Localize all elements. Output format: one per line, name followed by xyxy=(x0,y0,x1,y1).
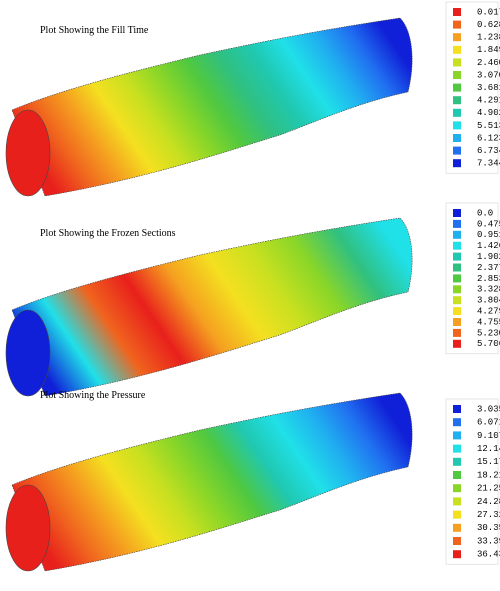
part-body xyxy=(11,17,413,197)
legend-label: 5.230 xyxy=(477,328,500,338)
part-body xyxy=(11,392,413,572)
legend-swatch xyxy=(453,146,461,155)
legend-swatch xyxy=(453,405,461,413)
legend-swatch xyxy=(453,33,461,42)
legend-swatch xyxy=(453,431,461,440)
legend-label: 4.279 xyxy=(477,306,500,316)
legend-swatch xyxy=(453,96,461,105)
legend-swatch xyxy=(453,230,461,239)
legend-label: 9.107 xyxy=(477,431,500,441)
legend-label: 33.394 xyxy=(477,536,500,546)
legend-label: 21.251 xyxy=(477,484,500,494)
legend-label: 36.430 xyxy=(477,550,500,560)
legend-swatch xyxy=(453,8,461,16)
part-body xyxy=(11,217,413,397)
legend-label: 18.215 xyxy=(477,470,500,480)
legend-frame xyxy=(445,1,499,174)
legend-swatch xyxy=(453,274,461,283)
legend-label: 3.328 xyxy=(477,285,500,295)
legend-swatch xyxy=(453,159,461,168)
legend-swatch xyxy=(453,523,461,532)
legend-label: 1.426 xyxy=(477,241,500,251)
legend-label: 3.070 xyxy=(477,70,500,80)
legend-label: 27.322 xyxy=(477,510,500,520)
legend-swatch xyxy=(453,444,461,453)
legend-swatch xyxy=(453,550,461,559)
legend-label: 1.238 xyxy=(477,33,500,43)
legend-label: 4.755 xyxy=(477,317,500,327)
legend-swatch xyxy=(453,537,461,545)
legend-swatch xyxy=(453,20,461,29)
legend-label: 0.628 xyxy=(477,20,500,30)
legend-label: 1.849 xyxy=(477,45,500,55)
legend-swatch xyxy=(453,219,461,228)
legend-frame xyxy=(445,202,499,355)
legend-frame xyxy=(445,398,499,565)
legend-swatch xyxy=(453,58,461,67)
legend-swatch xyxy=(453,252,461,261)
legend-label: 4.291 xyxy=(477,96,500,106)
legend-label: 2.853 xyxy=(477,274,500,284)
legend-label: 7.344 xyxy=(477,159,500,169)
panel-title: Plot Showing the Fill Time xyxy=(40,25,149,36)
legend-swatch xyxy=(453,318,461,326)
legend-swatch xyxy=(453,134,461,142)
legend-label: 12.143 xyxy=(477,444,500,454)
legend-swatch xyxy=(453,83,461,92)
part-end-cap xyxy=(5,309,51,397)
legend-label: 3.035 xyxy=(477,404,500,414)
legend-swatch xyxy=(453,457,461,466)
part-end-cap xyxy=(5,109,51,197)
legend-swatch xyxy=(453,209,461,217)
legend-label: 30.358 xyxy=(477,523,500,533)
panel-title: Plot Showing the Pressure xyxy=(40,390,146,401)
legend-swatch xyxy=(453,45,461,54)
legend-label: 24.286 xyxy=(477,497,500,507)
legend-label: 6.734 xyxy=(477,146,500,156)
legend-swatch xyxy=(453,241,461,250)
legend-label: 2.460 xyxy=(477,58,500,68)
legend-swatch xyxy=(453,263,461,272)
legend-swatch xyxy=(453,497,461,506)
legend-label: 4.902 xyxy=(477,108,500,118)
legend-label: 15.179 xyxy=(477,457,500,467)
legend-swatch xyxy=(453,510,461,519)
legend-swatch xyxy=(453,484,461,493)
legend-swatch xyxy=(453,471,461,479)
legend-swatch xyxy=(453,328,461,337)
legend-label: 0.475 xyxy=(477,219,500,229)
legend-swatch xyxy=(453,418,461,427)
legend-label: 5.513 xyxy=(477,121,500,131)
legend-swatch xyxy=(453,296,461,305)
legend-swatch xyxy=(453,285,461,294)
legend-label: 6.071 xyxy=(477,418,500,428)
legend-label: 2.377 xyxy=(477,263,500,273)
part-end-cap xyxy=(5,484,51,572)
legend-label: 0.951 xyxy=(477,230,500,240)
legend-label: 6.123 xyxy=(477,133,500,143)
legend-swatch xyxy=(453,108,461,117)
legend-swatch xyxy=(453,339,461,348)
legend-label: 0.017 xyxy=(477,7,500,17)
panel-title: Plot Showing the Frozen Sections xyxy=(40,228,176,239)
legend-swatch xyxy=(453,71,461,79)
legend-label: 1.902 xyxy=(477,252,500,262)
legend-label: 0.0 xyxy=(477,208,493,218)
legend-label: 5.706 xyxy=(477,339,500,349)
legend-label: 3.804 xyxy=(477,296,500,306)
legend-swatch xyxy=(453,121,461,130)
legend-swatch xyxy=(453,307,461,316)
legend-label: 3.681 xyxy=(477,83,500,93)
